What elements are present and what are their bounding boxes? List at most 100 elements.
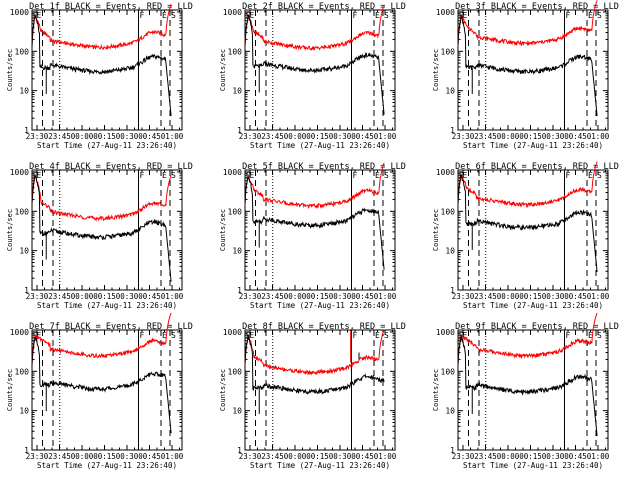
y-tick-label: 1000: [436, 328, 455, 337]
plot-frame: [457, 169, 609, 291]
events-series-line: [31, 337, 172, 434]
marker-label-e-left: E: [463, 331, 468, 340]
x-tick-label: 23:30: [239, 452, 262, 461]
y-tick-label: 10: [445, 87, 455, 96]
x-tick-label: 23:45: [261, 132, 284, 141]
x-tick-label: 00:00: [71, 132, 94, 141]
x-tick-label: 01:00: [374, 292, 397, 301]
x-tick-label: 00:30: [542, 132, 565, 141]
y-axis-label: Counts/sec: [6, 209, 14, 251]
y-tick-label: 100: [441, 207, 456, 216]
x-tick-label: 23:45: [261, 452, 284, 461]
events-series-line: [31, 175, 172, 282]
y-tick-label: 10: [19, 247, 29, 256]
y-axis-label: Counts/sec: [432, 49, 440, 91]
x-tick-label: 00:00: [497, 452, 520, 461]
x-tick-label: 00:30: [329, 292, 352, 301]
panel-title: Det 3f BLACK = Events, RED = LLD: [455, 2, 619, 12]
x-axis-label: Start Time (27-Aug-11 23:26:40): [463, 461, 603, 470]
y-tick-label: 1: [237, 126, 242, 135]
lld-series-line: [244, 162, 385, 210]
y-tick-label: 1000: [223, 328, 242, 337]
x-tick-label: 00:15: [519, 292, 542, 301]
marker-label-f: F: [140, 11, 145, 20]
marker-label-f: F: [353, 331, 358, 340]
x-tick-label: 00:00: [497, 292, 520, 301]
y-tick-label: 10: [19, 87, 29, 96]
plot-frame: [31, 9, 183, 131]
x-tick-label: 23:30: [239, 132, 262, 141]
plot-frame: [244, 169, 396, 291]
panel-title: Det 5f BLACK = Events, RED = LLD: [242, 162, 406, 172]
x-tick-label: 00:45: [138, 452, 161, 461]
x-tick-label: 01:00: [587, 292, 610, 301]
marker-label-s-left: S: [246, 171, 251, 180]
marker-label-s: S: [171, 171, 176, 180]
y-tick-label: 10: [232, 247, 242, 256]
y-tick-label: 1000: [10, 8, 29, 17]
detector-panel-9: Det 9f BLACK = Events, RED = LLD Counts/s…: [432, 312, 619, 470]
panel-title: Det 6f BLACK = Events, RED = LLD: [455, 162, 619, 172]
x-tick-label: 00:15: [93, 292, 116, 301]
events-series-line: [457, 15, 598, 117]
y-tick-label: 100: [15, 367, 30, 376]
marker-label-e-left: E: [250, 171, 255, 180]
lld-series-line: [457, 312, 598, 366]
x-tick-label: 00:30: [542, 452, 565, 461]
plot-frame: [31, 329, 183, 451]
x-tick-label: 00:30: [542, 292, 565, 301]
panel-title: Det 1f BLACK = Events, RED = LLD: [29, 2, 193, 12]
x-tick-label: 23:45: [48, 452, 71, 461]
x-axis-label: Start Time (27-Aug-11 23:26:40): [37, 141, 177, 150]
x-tick-label: 23:30: [452, 132, 475, 141]
events-series-line: [244, 14, 385, 115]
lld-series-line: [31, 4, 172, 50]
events-series-line: [457, 335, 598, 437]
x-tick-label: 00:00: [284, 132, 307, 141]
x-tick-label: 01:00: [374, 452, 397, 461]
x-tick-label: 00:15: [519, 132, 542, 141]
y-tick-label: 1: [24, 126, 29, 135]
x-tick-label: 23:45: [48, 132, 71, 141]
marker-label-s: S: [384, 171, 389, 180]
y-tick-label: 100: [228, 367, 243, 376]
marker-label-e-left: E: [250, 331, 255, 340]
plot-frame: [457, 9, 609, 131]
y-axis-label: Counts/sec: [6, 49, 14, 91]
y-tick-label: 10: [445, 407, 455, 416]
marker-label-e-left: E: [463, 11, 468, 20]
y-tick-label: 1000: [223, 168, 242, 177]
marker-label-e: E: [375, 331, 380, 340]
y-axis-label: Counts/sec: [219, 209, 227, 251]
x-tick-label: 23:30: [239, 292, 262, 301]
x-tick-label: 00:30: [329, 132, 352, 141]
x-tick-label: 23:45: [261, 292, 284, 301]
x-tick-label: 00:00: [71, 292, 94, 301]
x-tick-label: 00:00: [497, 132, 520, 141]
x-tick-label: 00:00: [284, 452, 307, 461]
y-tick-label: 1: [24, 446, 29, 455]
marker-label-e-left: E: [250, 11, 255, 20]
x-tick-label: 00:15: [519, 452, 542, 461]
y-tick-label: 100: [15, 47, 30, 56]
x-tick-label: 23:45: [48, 292, 71, 301]
marker-label-e: E: [588, 331, 593, 340]
marker-label-e: E: [375, 171, 380, 180]
x-tick-label: 01:00: [374, 132, 397, 141]
y-tick-label: 1: [450, 286, 455, 295]
marker-label-f: F: [140, 171, 145, 180]
lld-series-line: [244, 329, 385, 376]
plot-frame: [244, 9, 396, 131]
marker-label-s: S: [171, 11, 176, 20]
x-tick-label: 00:00: [71, 452, 94, 461]
x-tick-label: 00:45: [564, 132, 587, 141]
y-tick-label: 1: [237, 286, 242, 295]
x-tick-label: 23:30: [26, 132, 49, 141]
panel-title: Det 4f BLACK = Events, RED = LLD: [29, 162, 193, 172]
marker-label-s: S: [597, 11, 602, 20]
panel-title: Det 8f BLACK = Events, RED = LLD: [242, 322, 406, 332]
y-tick-label: 1000: [10, 168, 29, 177]
marker-label-f: F: [566, 331, 571, 340]
x-tick-label: 00:30: [116, 132, 139, 141]
y-axis-label: Counts/sec: [219, 369, 227, 411]
